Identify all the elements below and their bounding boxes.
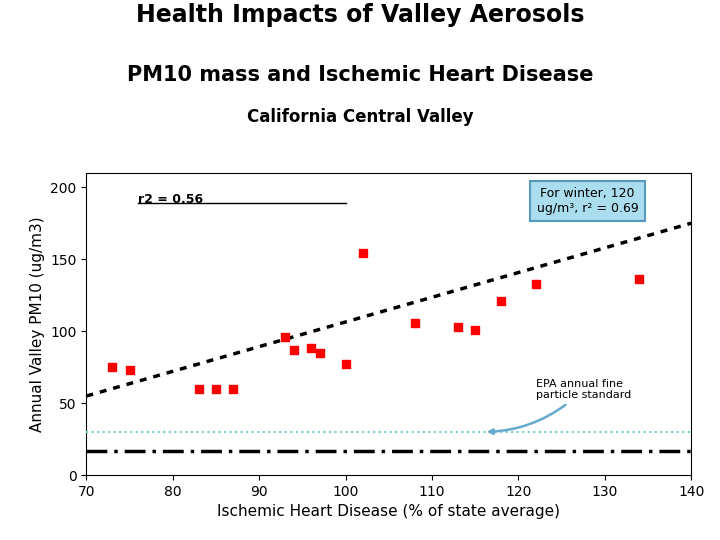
Y-axis label: Annual Valley PM10 (ug/m3): Annual Valley PM10 (ug/m3) bbox=[30, 216, 45, 432]
Point bbox=[210, 384, 222, 393]
Point bbox=[124, 366, 135, 374]
Point bbox=[279, 333, 291, 341]
Point bbox=[357, 249, 369, 258]
Point bbox=[288, 346, 300, 354]
Point bbox=[228, 384, 239, 393]
Point bbox=[340, 360, 351, 369]
Text: For winter, 120
ug/m³, r² = 0.69: For winter, 120 ug/m³, r² = 0.69 bbox=[536, 187, 639, 215]
Text: r2 = 0.56: r2 = 0.56 bbox=[138, 193, 203, 206]
Point bbox=[469, 326, 481, 334]
Text: Health Impacts of Valley Aerosols: Health Impacts of Valley Aerosols bbox=[136, 3, 584, 26]
Point bbox=[305, 344, 317, 353]
Point bbox=[409, 318, 420, 327]
Point bbox=[107, 363, 118, 372]
Text: EPA annual fine
particle standard: EPA annual fine particle standard bbox=[490, 379, 631, 434]
Text: California Central Valley: California Central Valley bbox=[247, 108, 473, 126]
Point bbox=[452, 322, 464, 331]
Point bbox=[495, 296, 507, 305]
Text: PM10 mass and Ischemic Heart Disease: PM10 mass and Ischemic Heart Disease bbox=[127, 65, 593, 85]
X-axis label: Ischemic Heart Disease (% of state average): Ischemic Heart Disease (% of state avera… bbox=[217, 504, 560, 519]
Point bbox=[193, 384, 204, 393]
Point bbox=[314, 348, 325, 357]
Point bbox=[530, 279, 541, 288]
Point bbox=[634, 275, 645, 284]
